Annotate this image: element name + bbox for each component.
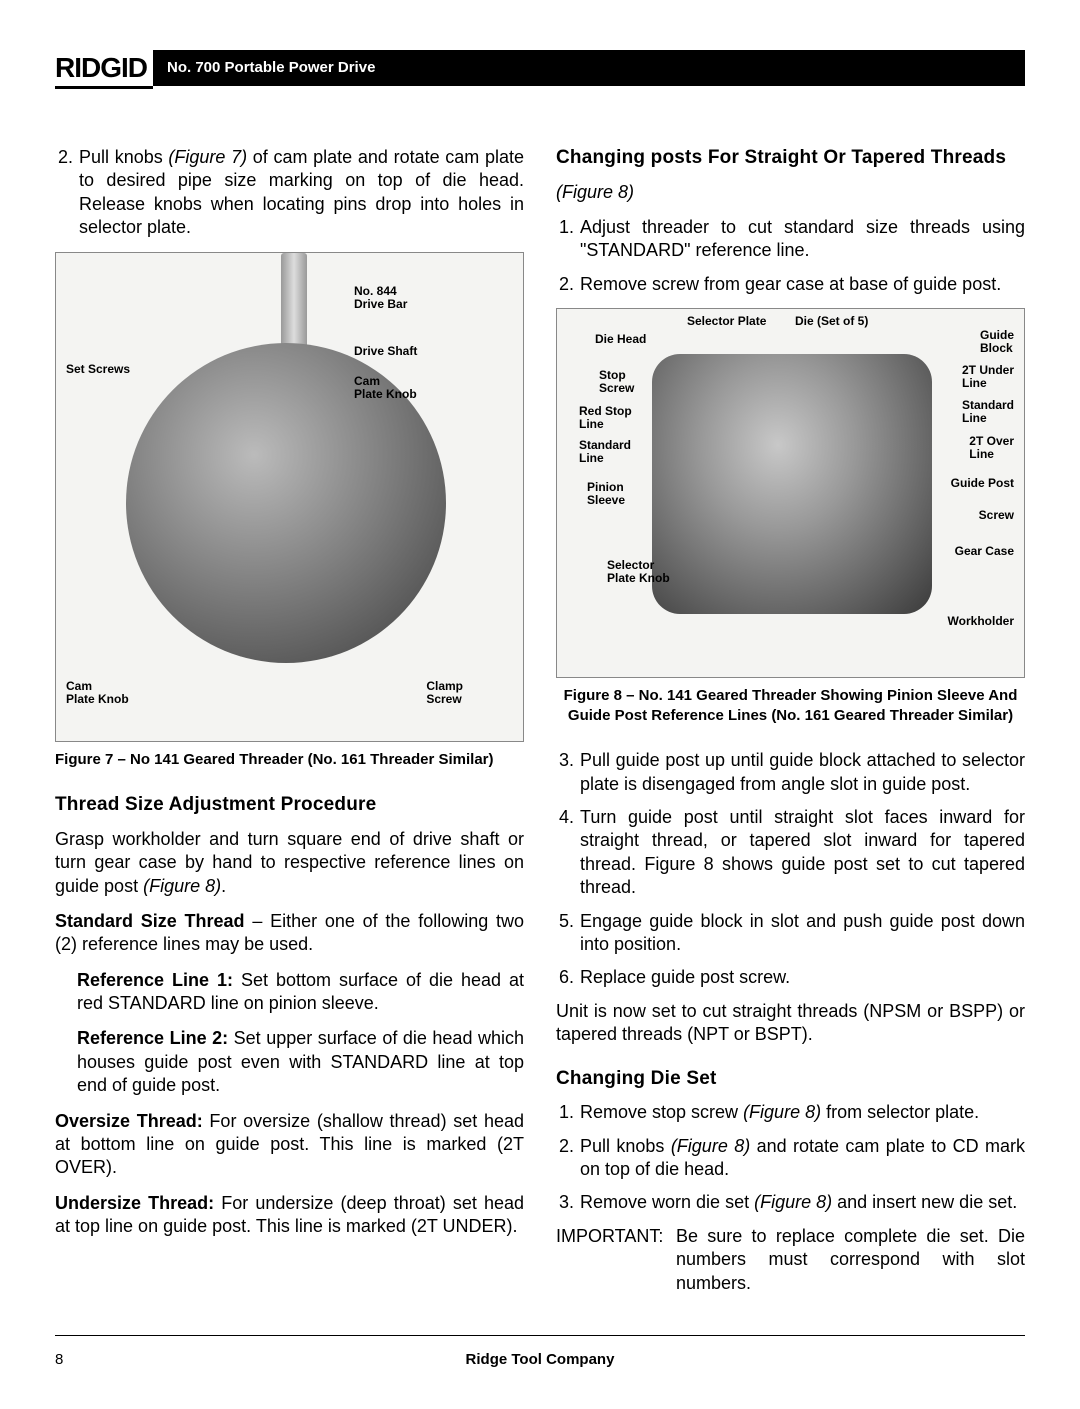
label-workholder: Workholder bbox=[948, 615, 1014, 628]
label-die-set: Die (Set of 5) bbox=[795, 315, 868, 328]
right-step-5: 5. Engage guide block in slot and push g… bbox=[556, 910, 1025, 957]
figure-8: Die Head Selector Plate Die (Set of 5) G… bbox=[556, 308, 1025, 678]
right-step-4: 4. Turn guide post until straight slot f… bbox=[556, 806, 1025, 900]
page-number: 8 bbox=[55, 1350, 95, 1370]
label-pinion-sleeve: PinionSleeve bbox=[587, 481, 625, 507]
heading-changing-die: Changing Die Set bbox=[556, 1067, 1025, 1092]
right-step-1: 1. Adjust threader to cut standard size … bbox=[556, 216, 1025, 263]
label-red-stop: Red StopLine bbox=[579, 405, 632, 431]
label-screw: Screw bbox=[979, 509, 1014, 522]
label-standard-l: StandardLine bbox=[579, 439, 631, 465]
para-undersize: Undersize Thread: For undersize (deep th… bbox=[55, 1192, 524, 1239]
left-column: 2. Pull knobs (Figure 7) of cam plate an… bbox=[55, 146, 524, 1295]
label-guide-post: Guide Post bbox=[951, 477, 1014, 490]
label-2t-over: 2T OverLine bbox=[969, 435, 1014, 461]
figure-8-caption: Figure 8 – No. 141 Geared Threader Showi… bbox=[556, 686, 1025, 725]
para-ref2: Reference Line 2: Set upper surface of d… bbox=[55, 1027, 524, 1097]
right-step-2: 2. Remove screw from gear case at base o… bbox=[556, 273, 1025, 296]
label-drive-shaft: Drive Shaft bbox=[354, 345, 417, 358]
right-step-6: 6. Replace guide post screw. bbox=[556, 966, 1025, 989]
right-column: Changing posts For Straight Or Tapered T… bbox=[556, 146, 1025, 1295]
label-standard-r: StandardLine bbox=[962, 399, 1014, 425]
para-standard: Standard Size Thread – Either one of the… bbox=[55, 910, 524, 957]
label-selector-plate: Selector Plate bbox=[687, 315, 766, 328]
right-step-3: 3. Pull guide post up until guide block … bbox=[556, 749, 1025, 796]
label-selector-knob: SelectorPlate Knob bbox=[607, 559, 670, 585]
footer-company: Ridge Tool Company bbox=[95, 1350, 985, 1370]
step-text: Pull knobs (Figure 7) of cam plate and r… bbox=[79, 146, 524, 240]
die-step-3: 3. Remove worn die set (Figure 8) and in… bbox=[556, 1191, 1025, 1214]
label-stop-screw: StopScrew bbox=[599, 369, 634, 395]
header-title: No. 700 Portable Power Drive bbox=[167, 58, 375, 78]
label-clamp-screw: ClampScrew bbox=[426, 680, 463, 706]
brand-logo: RIDGID bbox=[55, 50, 153, 89]
fig8-reference: (Figure 8) bbox=[556, 181, 1025, 204]
label-no844: No. 844Drive Bar bbox=[354, 285, 407, 311]
label-cam-plate-knob-left: CamPlate Knob bbox=[66, 680, 129, 706]
fig8-machine-illustration bbox=[652, 354, 932, 614]
content-columns: 2. Pull knobs (Figure 7) of cam plate an… bbox=[55, 146, 1025, 1295]
heading-changing-posts: Changing posts For Straight Or Tapered T… bbox=[556, 146, 1025, 171]
left-step-2: 2. Pull knobs (Figure 7) of cam plate an… bbox=[55, 146, 524, 240]
die-step-1: 1. Remove stop screw (Figure 8) from sel… bbox=[556, 1101, 1025, 1124]
figure-7-caption: Figure 7 – No 141 Geared Threader (No. 1… bbox=[55, 750, 524, 770]
step-number: 2. bbox=[55, 146, 79, 240]
label-guide-block: GuideBlock bbox=[980, 329, 1014, 355]
label-die-head: Die Head bbox=[595, 333, 646, 346]
para-grasp: Grasp workholder and turn square end of … bbox=[55, 828, 524, 898]
figure-7: Set Screws No. 844Drive Bar Drive Shaft … bbox=[55, 252, 524, 742]
page-header: RIDGID No. 700 Portable Power Drive bbox=[55, 50, 1025, 86]
para-ref1: Reference Line 1: Set bottom surface of … bbox=[55, 969, 524, 1016]
page-footer: 8 Ridge Tool Company bbox=[55, 1335, 1025, 1370]
heading-thread-size: Thread Size Adjustment Procedure bbox=[55, 793, 524, 818]
die-step-2: 2. Pull knobs (Figure 8) and rotate cam … bbox=[556, 1135, 1025, 1182]
label-cam-plate-knob-right: CamPlate Knob bbox=[354, 375, 417, 401]
para-unit-now: Unit is now set to cut straight threads … bbox=[556, 1000, 1025, 1047]
important-note: IMPORTANT: Be sure to replace complete d… bbox=[556, 1225, 1025, 1295]
label-gear-case: Gear Case bbox=[955, 545, 1014, 558]
label-set-screws: Set Screws bbox=[66, 363, 130, 376]
label-2t-under: 2T UnderLine bbox=[962, 364, 1014, 390]
para-oversize: Oversize Thread: For oversize (shallow t… bbox=[55, 1110, 524, 1180]
